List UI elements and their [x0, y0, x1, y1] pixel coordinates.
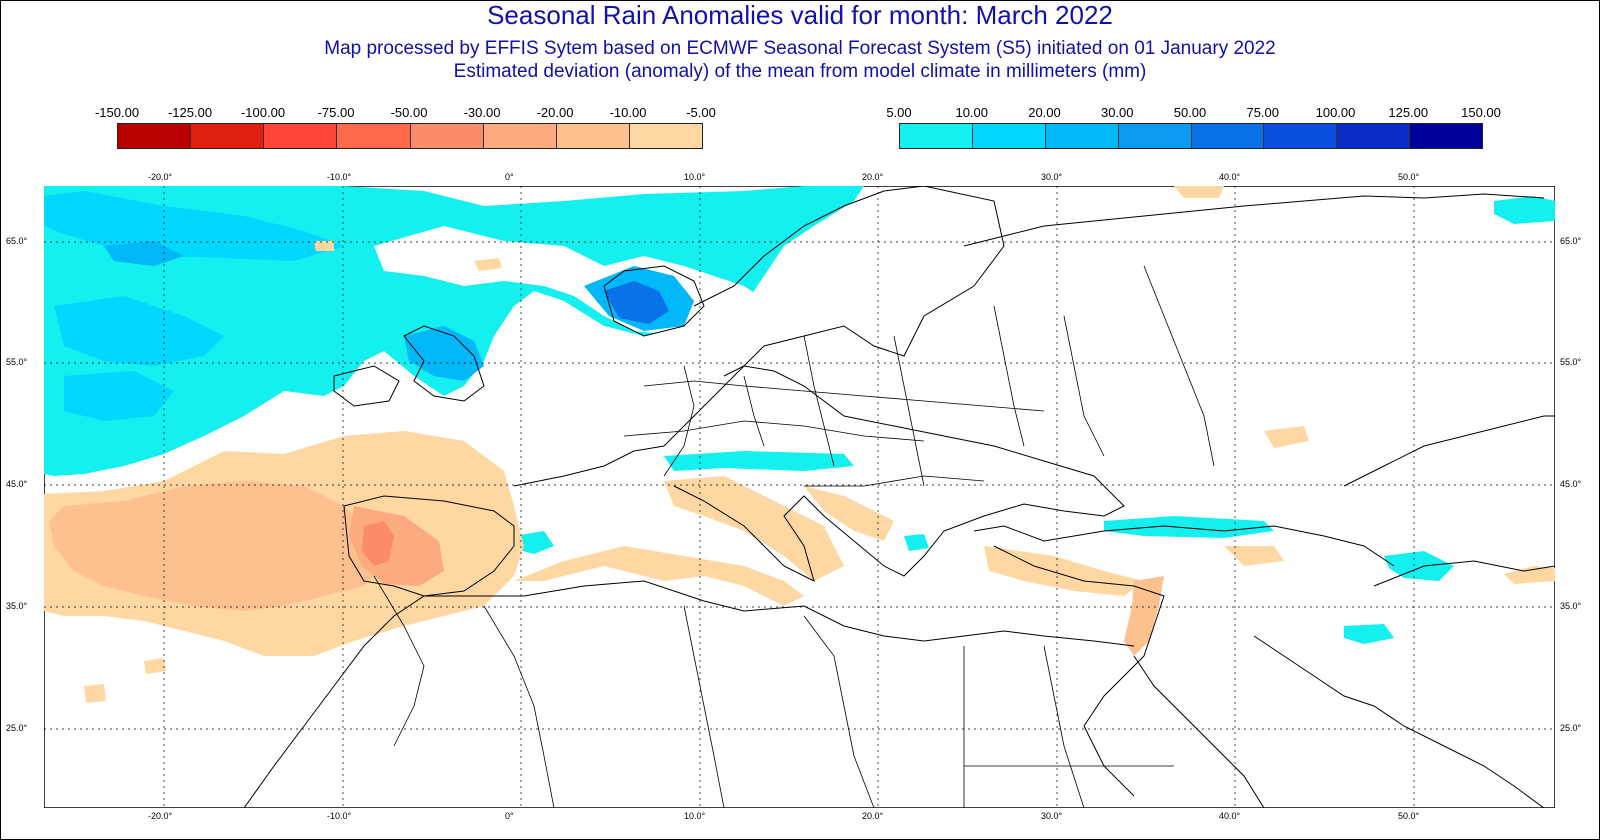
longitude-label-bottom: 40.0°	[1219, 811, 1241, 821]
negative-colorbar-label-7: -10.00	[609, 105, 647, 120]
latitude-label-right: 55.0°	[1560, 357, 1582, 367]
negative-colorbar-label-4: -50.00	[390, 105, 428, 120]
latitude-label-right: 65.0°	[1560, 236, 1582, 246]
map-subtitle-units: Estimated deviation (anomaly) of the mea…	[453, 61, 1147, 82]
positive-colorbar-label-1: 10.00	[955, 105, 989, 120]
longitude-label-bottom: 20.0°	[862, 811, 884, 821]
latitude-label-left: 55.0°	[6, 357, 28, 367]
latitude-label-left: 45.0°	[6, 479, 28, 489]
positive-colorbar-swatch-1	[972, 124, 1046, 148]
graticule	[44, 186, 1555, 808]
longitude-label-top: 0°	[505, 172, 514, 182]
longitude-label-bottom: -10.0°	[327, 811, 352, 821]
latitude-label-right: 45.0°	[1560, 479, 1582, 489]
negative-colorbar-label-2: -100.00	[240, 105, 286, 120]
longitude-label-bottom: 0°	[505, 811, 514, 821]
anomaly-map	[44, 186, 1555, 808]
positive-colorbar-swatch-2	[1045, 124, 1119, 148]
map-subtitle-source: Map processed by EFFIS Sytem based on EC…	[324, 38, 1276, 59]
longitude-label-top: 50.0°	[1398, 172, 1420, 182]
negative-colorbar-swatch-6	[556, 124, 630, 148]
longitude-label-bottom: 10.0°	[684, 811, 706, 821]
longitude-label-bottom: 30.0°	[1041, 811, 1063, 821]
longitude-label-top: -20.0°	[148, 172, 173, 182]
longitude-label-top: -10.0°	[327, 172, 352, 182]
longitude-label-top: 30.0°	[1041, 172, 1063, 182]
negative-colorbar	[117, 123, 703, 149]
positive-colorbar-label-2: 20.00	[1028, 105, 1061, 120]
longitude-label-top: 10.0°	[684, 172, 706, 182]
longitude-label-top: 40.0°	[1219, 172, 1241, 182]
negative-colorbar-label-8: -5.00	[686, 105, 716, 120]
negative-colorbar-swatch-4	[410, 124, 484, 148]
longitude-label-top: 20.0°	[862, 172, 884, 182]
longitude-label-bottom: -20.0°	[148, 811, 173, 821]
positive-colorbar-label-8: 150.00	[1461, 105, 1501, 120]
latitude-label-left: 65.0°	[6, 236, 28, 246]
wet-anomaly-areas	[44, 186, 1555, 644]
positive-colorbar-label-5: 75.00	[1246, 105, 1280, 120]
positive-colorbar-swatch-0	[900, 124, 973, 148]
negative-colorbar-swatch-2	[264, 124, 338, 148]
negative-colorbar-label-5: -30.00	[463, 105, 501, 120]
negative-colorbar-label-0: -150.00	[94, 105, 140, 120]
longitude-label-bottom: 50.0°	[1398, 811, 1420, 821]
positive-colorbar-label-4: 50.00	[1173, 105, 1207, 120]
positive-colorbar-swatch-3	[1118, 124, 1192, 148]
latitude-label-right: 35.0°	[1560, 601, 1582, 611]
negative-colorbar-swatch-7	[629, 124, 702, 148]
negative-colorbar-label-3: -75.00	[317, 105, 355, 120]
map-title: Seasonal Rain Anomalies valid for month:…	[487, 0, 1113, 30]
negative-colorbar-swatch-3	[337, 124, 411, 148]
latitude-label-right: 25.0°	[1560, 723, 1582, 733]
positive-colorbar-label-6: 100.00	[1315, 105, 1356, 120]
positive-colorbar-label-3: 30.00	[1100, 105, 1134, 120]
positive-colorbar-swatch-7	[1410, 124, 1482, 148]
latitude-label-left: 35.0°	[6, 601, 28, 611]
negative-colorbar-label-1: -125.00	[167, 105, 213, 120]
country-borders	[373, 265, 1215, 808]
latitude-label-left: 25.0°	[6, 723, 28, 733]
negative-colorbar-label-6: -20.00	[536, 105, 574, 120]
positive-colorbar-swatch-4	[1191, 124, 1265, 148]
coastlines	[243, 186, 1555, 808]
negative-colorbar-swatch-0	[118, 124, 192, 148]
positive-colorbar-label-0: 5.00	[886, 105, 912, 120]
positive-colorbar	[899, 123, 1483, 149]
positive-colorbar-label-7: 125.00	[1388, 105, 1429, 120]
positive-colorbar-swatch-5	[1264, 124, 1338, 148]
negative-colorbar-swatch-5	[483, 124, 557, 148]
negative-colorbar-swatch-1	[191, 124, 265, 148]
positive-colorbar-swatch-6	[1337, 124, 1411, 148]
